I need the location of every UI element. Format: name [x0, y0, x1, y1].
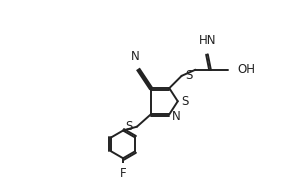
- Text: S: S: [181, 95, 188, 108]
- Text: S: S: [186, 69, 193, 82]
- Text: S: S: [126, 120, 133, 133]
- Text: HN: HN: [199, 34, 216, 47]
- Text: F: F: [120, 167, 126, 180]
- Text: OH: OH: [237, 63, 255, 76]
- Text: N: N: [131, 50, 140, 63]
- Text: N: N: [172, 110, 180, 123]
